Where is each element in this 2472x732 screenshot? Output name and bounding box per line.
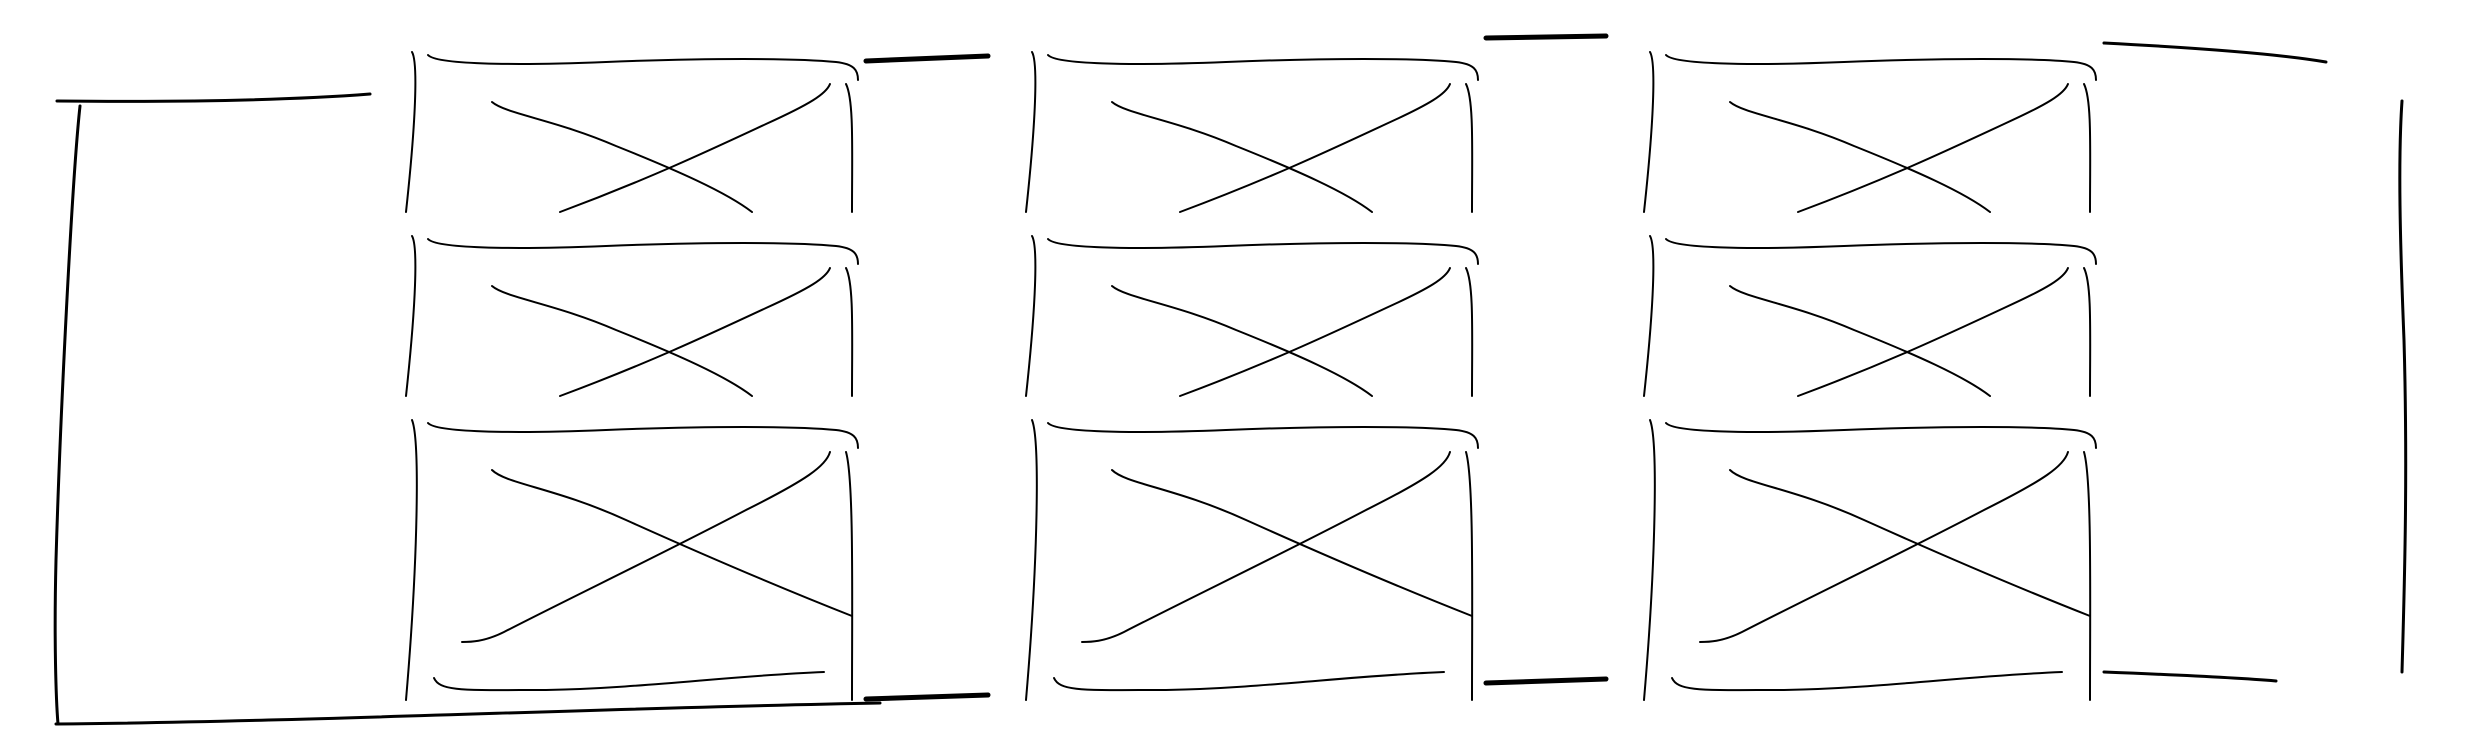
dash-top-1 [863,53,991,64]
dash-bottom-3 [2102,670,2278,683]
dash-top-2 [1483,33,1609,41]
dash-top-3 [2102,41,2328,64]
column-1 [405,51,859,701]
left-bracket-top-line [55,92,372,103]
column-3 [1643,51,2097,701]
dash-bottom-1 [863,692,991,702]
right-bracket-vertical-line [2398,99,2408,674]
left-bracket [53,92,882,726]
dash-bottom-2 [1483,676,1609,686]
column-separator-dashes [863,33,2328,702]
left-bracket-vertical-line [53,104,82,726]
left-bracket-bottom-line [54,701,882,726]
column-2 [1025,51,1479,701]
right-bracket [2398,99,2408,674]
